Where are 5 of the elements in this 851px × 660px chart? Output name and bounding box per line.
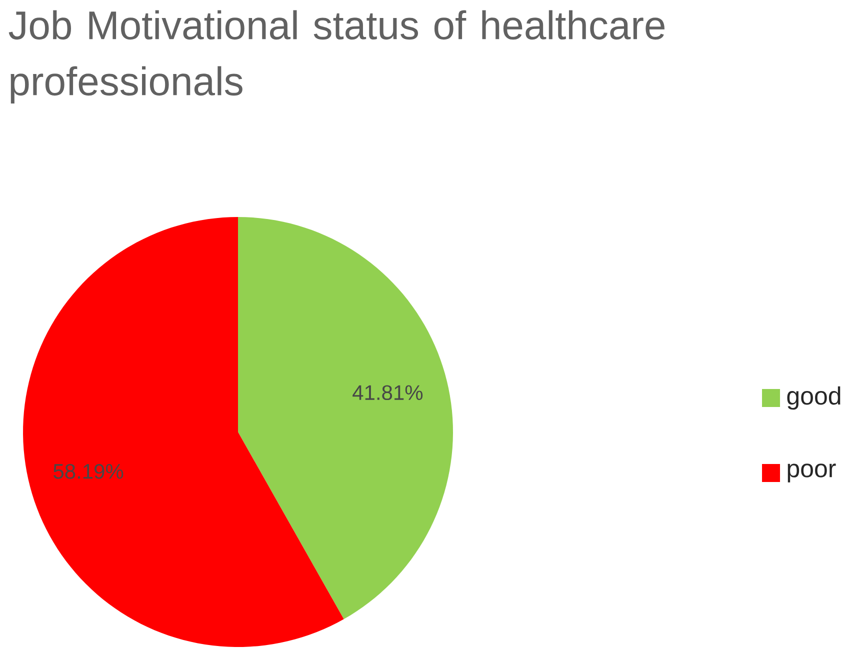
legend-label: poor (788, 464, 836, 482)
data-label: 41.81% (352, 385, 423, 400)
chart-title: Job Motivational status of healthcare professionals (8, 10, 664, 104)
data-label: 58.19% (54, 464, 124, 479)
legend-label: good (787, 386, 840, 410)
